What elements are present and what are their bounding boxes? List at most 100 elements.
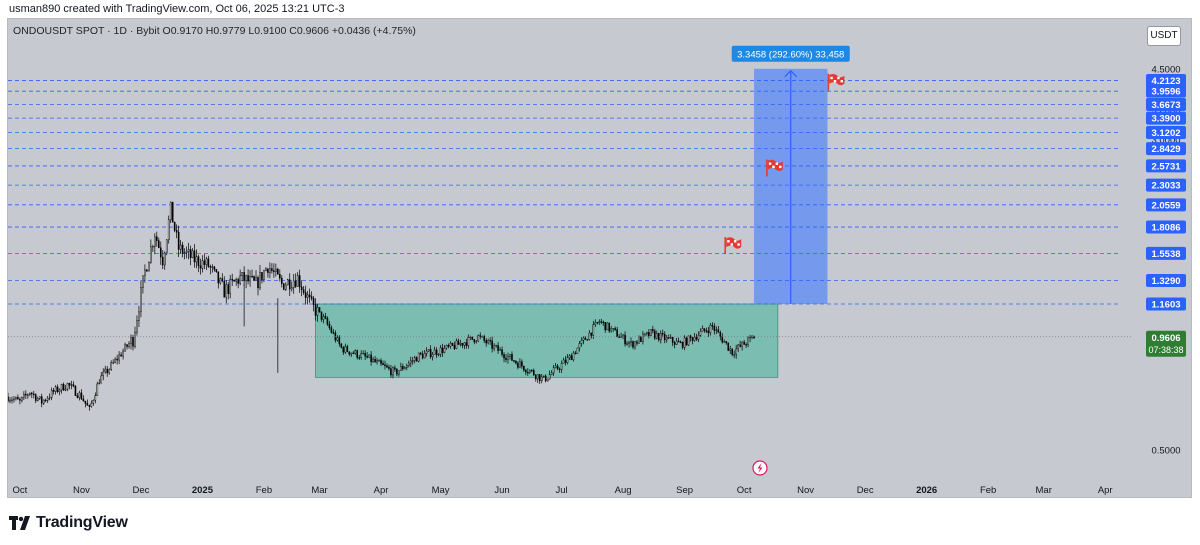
candle — [292, 280, 295, 288]
candle — [644, 333, 646, 335]
candle — [82, 398, 85, 402]
candle — [72, 384, 75, 387]
candle — [675, 340, 678, 345]
candle — [36, 398, 39, 401]
candle — [703, 328, 706, 331]
candle — [677, 340, 680, 343]
candle — [17, 397, 19, 400]
candle — [235, 279, 237, 282]
candle — [497, 345, 499, 351]
candle — [451, 342, 454, 346]
price-axis-tick: 3.0000 — [1151, 135, 1180, 146]
candle — [191, 250, 194, 258]
candle — [277, 268, 279, 275]
candle — [717, 329, 720, 333]
level-label: 2.8429 — [1151, 144, 1180, 155]
candle — [523, 365, 525, 371]
candle — [632, 341, 634, 348]
candle — [507, 356, 509, 360]
candle — [536, 374, 539, 380]
candle — [584, 337, 587, 340]
candle — [739, 344, 741, 347]
candle — [473, 339, 476, 343]
candle — [548, 374, 551, 380]
candle — [203, 260, 206, 265]
candle — [592, 324, 595, 336]
candle — [648, 332, 650, 336]
candle — [719, 332, 722, 337]
candle — [8, 396, 9, 402]
last-price-label-bg — [1146, 330, 1186, 357]
candle — [13, 398, 15, 401]
candle — [513, 360, 515, 362]
candle — [223, 280, 226, 298]
candle — [368, 354, 370, 358]
candle — [695, 336, 698, 340]
candle — [445, 345, 448, 349]
candle — [491, 340, 493, 349]
candle — [406, 365, 408, 368]
candle — [382, 363, 384, 366]
level-label: 3.3900 — [1151, 114, 1180, 125]
flag-icon — [724, 237, 742, 255]
level-label-bg — [1146, 178, 1186, 192]
candle — [259, 272, 261, 289]
candle — [606, 322, 609, 331]
price-chart[interactable]: 3.3458 (292.60%) 33,4584.50003.50003.000… — [8, 19, 1192, 498]
candle — [372, 359, 374, 363]
price-axis-tick: 0.5000 — [1151, 446, 1180, 457]
candle — [154, 236, 156, 247]
level-label-bg — [1146, 246, 1186, 260]
candle — [48, 397, 51, 399]
candle — [213, 266, 216, 270]
candle — [273, 270, 275, 272]
level-label: 1.3290 — [1151, 276, 1180, 287]
candle — [185, 251, 188, 253]
currency-button[interactable]: USDT — [1147, 26, 1181, 46]
level-label: 3.1202 — [1151, 128, 1180, 139]
candle — [352, 352, 355, 355]
candle — [370, 354, 372, 363]
level-label: 1.5538 — [1151, 249, 1180, 260]
candle — [455, 340, 458, 349]
candle — [221, 278, 224, 282]
candle — [239, 275, 241, 284]
candle — [255, 277, 257, 281]
candle — [602, 321, 605, 324]
candle — [187, 249, 190, 252]
candle — [463, 342, 466, 346]
candle — [156, 236, 158, 241]
candle — [38, 396, 41, 399]
projection-arrow-head — [784, 69, 798, 78]
chart-area[interactable]: 3.3458 (292.60%) 33,4584.50003.50003.000… — [7, 18, 1192, 498]
candle — [560, 363, 563, 370]
candle — [689, 335, 692, 338]
level-label: 1.8086 — [1151, 223, 1180, 234]
candle — [257, 277, 259, 289]
time-axis-tick: Apr — [374, 485, 389, 496]
candle — [415, 357, 418, 362]
candle — [640, 336, 642, 342]
candle — [509, 354, 511, 357]
candle — [362, 353, 364, 355]
candle — [90, 403, 93, 407]
candle — [100, 375, 103, 384]
candle — [531, 369, 533, 372]
candle — [23, 393, 25, 398]
candle — [390, 368, 392, 376]
candle — [173, 221, 176, 231]
candle — [306, 294, 309, 298]
candle — [326, 317, 329, 325]
candle — [189, 249, 192, 258]
candle — [148, 261, 150, 272]
candle — [136, 320, 138, 333]
candle — [233, 279, 235, 282]
candle — [681, 342, 684, 348]
candle — [70, 384, 73, 386]
candle — [396, 368, 398, 375]
candle — [304, 292, 307, 298]
candle — [552, 367, 555, 374]
level-label: 2.3033 — [1151, 181, 1180, 192]
candle — [479, 335, 482, 337]
candle — [225, 284, 228, 298]
